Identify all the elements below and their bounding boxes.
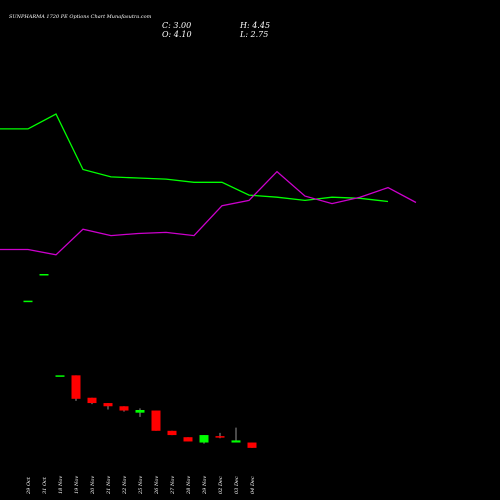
candle-body	[199, 435, 209, 443]
candle-03-dec	[231, 427, 241, 443]
candle-body	[39, 274, 49, 276]
candle-body	[135, 410, 145, 413]
candle-18-nov	[55, 375, 65, 377]
open-value: O: 4.10	[162, 30, 192, 39]
x-tick-label: 19 Nov	[74, 476, 80, 494]
candle-29-oct	[23, 300, 33, 303]
candle-25-nov	[135, 408, 145, 417]
candle-body	[87, 397, 97, 404]
x-tick-label: 25 Nov	[138, 476, 144, 495]
x-tick-label: 28 Nov	[186, 476, 192, 495]
candle-body	[247, 442, 257, 448]
candle-28-nov	[183, 437, 193, 442]
candle-body	[23, 300, 33, 303]
candle-31-oct	[39, 274, 49, 276]
x-tick-label: 03 Dec	[234, 476, 240, 494]
green-indicator-line	[0, 113, 389, 203]
x-tick-label: 02 Dec	[218, 476, 224, 494]
magenta-indicator-line	[0, 170, 417, 256]
x-tick-label: 21 Nov	[106, 476, 112, 495]
x-tick-label: 22 Nov	[122, 476, 128, 495]
x-tick-label: 20 Nov	[90, 476, 96, 495]
x-tick-label: 04 Dec	[250, 476, 256, 494]
candle-body	[215, 436, 225, 438]
candle-26-nov	[151, 410, 161, 431]
x-axis-ticks: 29 Oct 31 Oct 18 Nov 19 Nov 20 Nov 21 Nov 22 N…	[26, 476, 256, 495]
candle-body	[119, 406, 129, 411]
candle-body	[231, 440, 241, 443]
candles	[23, 274, 257, 448]
candle-body	[103, 403, 113, 407]
x-tick-label: 31 Oct	[42, 476, 48, 494]
x-tick-label: 26 Nov	[154, 476, 160, 495]
close-value: C: 3.00	[162, 21, 191, 30]
candle-body	[183, 437, 193, 442]
candle-02-dec	[215, 432, 225, 439]
candle-21-nov	[103, 403, 113, 410]
x-tick-label: 29 Nov	[202, 476, 208, 495]
x-tick-label: 29 Oct	[26, 476, 32, 495]
x-tick-label: 18 Nov	[58, 476, 64, 494]
candle-29-nov	[199, 435, 209, 444]
indicator-lines	[0, 113, 417, 256]
candle-body	[71, 375, 81, 399]
candle-20-nov	[87, 397, 97, 405]
candle-19-nov	[71, 375, 81, 401]
candle-body	[151, 410, 161, 431]
x-tick-label: 27 Nov	[170, 476, 176, 495]
candle-body	[167, 430, 177, 436]
candle-04-dec	[247, 442, 257, 448]
low-value: L: 2.75	[239, 30, 268, 39]
candle-27-nov	[167, 430, 177, 436]
high-value: H: 4.45	[239, 21, 270, 30]
candle-22-nov	[119, 406, 129, 412]
chart-title: SUNPHARMA 1720 PE Options Chart Munafasu…	[9, 14, 152, 20]
candle-body	[55, 375, 65, 377]
